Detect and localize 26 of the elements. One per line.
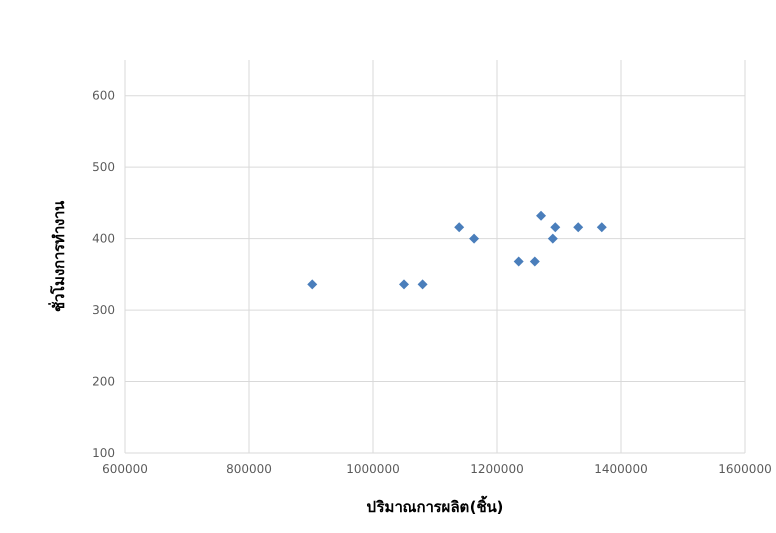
- point: [418, 279, 428, 290]
- point: [536, 210, 546, 221]
- y-tick-label: 600: [92, 88, 115, 103]
- x-tick-label: 1200000: [470, 462, 524, 476]
- y-tick-label: 500: [92, 160, 115, 174]
- y-axis-title: ชั่วโมงการทำงาน: [48, 200, 68, 312]
- x-tick-label: 1400000: [594, 462, 648, 476]
- point: [514, 256, 524, 266]
- y-tick-label: 200: [92, 374, 115, 389]
- point: [454, 222, 464, 232]
- point: [307, 279, 318, 290]
- y-tick-label: 400: [92, 232, 115, 246]
- point: [548, 234, 558, 244]
- x-tick-label: 1600000: [718, 462, 772, 476]
- x-tick-label: 600000: [102, 462, 148, 476]
- x-tick-label: 1000000: [346, 462, 400, 476]
- x-axis-title: ปริมาณการผลิต(ชิ้น): [366, 495, 504, 516]
- point: [596, 222, 607, 232]
- point: [550, 222, 560, 232]
- y-tick-label: 100: [92, 446, 115, 460]
- y-tick-label: 300: [92, 303, 115, 318]
- x-tick-label: 800000: [226, 462, 272, 476]
- point: [399, 279, 409, 290]
- point: [469, 234, 480, 244]
- point: [573, 222, 584, 232]
- point: [530, 256, 540, 266]
